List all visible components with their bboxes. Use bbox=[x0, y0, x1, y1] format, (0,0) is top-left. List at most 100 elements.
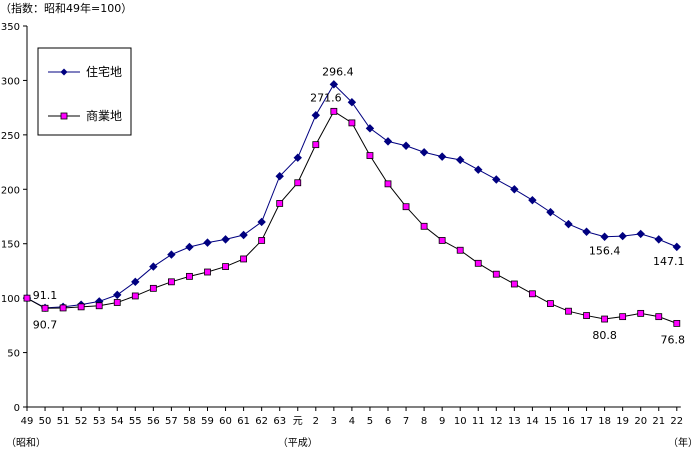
data-point-diamond bbox=[329, 80, 339, 89]
x-tick-label: 13 bbox=[508, 416, 521, 427]
data-point-diamond bbox=[672, 242, 682, 252]
x-tick-label: 6 bbox=[385, 416, 391, 427]
x-tick-label: 元 bbox=[293, 416, 303, 427]
data-point-square bbox=[312, 141, 320, 149]
plot-area bbox=[22, 80, 682, 327]
y-tick-label: 50 bbox=[7, 349, 20, 360]
data-point-square bbox=[95, 302, 103, 310]
x-tick-label: 50 bbox=[39, 416, 52, 427]
data-point-diamond bbox=[383, 137, 393, 146]
data-point-square bbox=[510, 280, 518, 288]
data-point-square bbox=[655, 313, 663, 321]
era-label: （平成） bbox=[278, 437, 318, 449]
y-tick-label: 350 bbox=[1, 22, 20, 33]
data-point-diamond bbox=[618, 231, 627, 241]
data-point-square bbox=[547, 300, 554, 307]
x-tick-label: 22 bbox=[670, 416, 683, 427]
data-point-diamond bbox=[239, 230, 248, 240]
y-tick-label: 200 bbox=[1, 185, 20, 196]
data-point-diamond bbox=[275, 172, 284, 181]
x-tick-label: 9 bbox=[439, 416, 445, 427]
data-label: 90.7 bbox=[33, 318, 58, 331]
data-point-square bbox=[77, 303, 85, 311]
data-point-diamond bbox=[149, 262, 158, 271]
data-point-square bbox=[601, 315, 608, 323]
data-point-diamond bbox=[365, 124, 375, 133]
legend-label: 商業地 bbox=[86, 108, 122, 123]
x-tick-label: 56 bbox=[147, 416, 160, 427]
data-point-square bbox=[384, 180, 392, 188]
x-tick-label: 63 bbox=[273, 416, 286, 427]
x-tick-label: 11 bbox=[472, 416, 485, 427]
era-label: （年） bbox=[668, 436, 698, 449]
data-point-square bbox=[276, 200, 284, 207]
data-point-diamond bbox=[221, 235, 230, 244]
data-point-square bbox=[583, 312, 590, 319]
data-point-square bbox=[348, 119, 356, 127]
data-label: 296.4 bbox=[322, 65, 354, 78]
x-tick-label: 4 bbox=[349, 416, 355, 427]
y-tick-label: 150 bbox=[1, 240, 20, 251]
data-point-square bbox=[438, 237, 446, 244]
y-tick-label: 300 bbox=[1, 76, 20, 87]
data-label: 76.8 bbox=[661, 333, 686, 346]
x-tick-label: 59 bbox=[201, 416, 214, 427]
data-point-diamond bbox=[492, 175, 501, 184]
data-point-square bbox=[167, 278, 175, 286]
data-label: 91.1 bbox=[33, 289, 58, 302]
legend-box bbox=[37, 47, 132, 136]
unit-note: （指数：昭和49年=100） bbox=[0, 1, 132, 15]
data-point-square bbox=[529, 290, 536, 298]
data-point-diamond bbox=[257, 217, 266, 227]
x-tick-label: 3 bbox=[331, 416, 337, 427]
x-tick-label: 8 bbox=[421, 416, 427, 427]
data-point-diamond bbox=[131, 277, 140, 287]
data-point-square bbox=[673, 319, 681, 327]
x-tick-label: 60 bbox=[219, 416, 232, 427]
x-tick-label: 52 bbox=[75, 416, 88, 427]
legend-label: 住宅地 bbox=[86, 64, 122, 79]
data-point-square bbox=[366, 152, 374, 159]
data-point-square bbox=[258, 237, 266, 244]
data-point-diamond bbox=[564, 219, 573, 229]
data-labels: 91.1 90.7 296.4 271.6 156.4 147.1 80.8 76.8 bbox=[33, 65, 685, 346]
x-tick-label: 16 bbox=[562, 416, 575, 427]
data-point-square bbox=[149, 284, 157, 292]
x-tick-label: 17 bbox=[580, 416, 593, 427]
data-point-diamond bbox=[113, 290, 122, 300]
data-point-diamond bbox=[293, 153, 302, 162]
data-point-diamond bbox=[474, 165, 483, 174]
data-point-diamond bbox=[311, 111, 321, 120]
x-tick-label: 10 bbox=[454, 416, 467, 427]
data-label: 147.1 bbox=[653, 255, 685, 268]
x-tick-label: 58 bbox=[183, 416, 196, 427]
x-tick-label: 57 bbox=[165, 416, 178, 427]
data-point-diamond bbox=[185, 242, 194, 252]
data-point-diamond bbox=[528, 195, 537, 205]
data-label: 271.6 bbox=[310, 91, 342, 104]
x-tick-label: 5 bbox=[367, 416, 373, 427]
data-point-diamond bbox=[636, 229, 645, 239]
data-point-square bbox=[330, 107, 338, 115]
data-point-square bbox=[41, 304, 49, 312]
x-tick-label: 19 bbox=[616, 416, 629, 427]
y-tick-label: 250 bbox=[1, 131, 20, 142]
data-point-square bbox=[619, 313, 627, 321]
x-tick-label: 20 bbox=[634, 416, 647, 427]
data-point-square bbox=[59, 304, 67, 312]
data-point-diamond bbox=[654, 235, 663, 244]
data-point-square bbox=[131, 292, 139, 300]
data-point-square bbox=[23, 294, 31, 302]
x-tick-label: 51 bbox=[57, 416, 70, 427]
data-point-square bbox=[420, 222, 428, 230]
x-tick-label: 62 bbox=[255, 416, 268, 427]
data-point-diamond bbox=[347, 97, 357, 107]
data-point-square bbox=[204, 268, 211, 276]
x-tick-label: 14 bbox=[526, 416, 539, 427]
x-tick-label: 53 bbox=[93, 416, 106, 427]
data-point-diamond bbox=[401, 141, 411, 150]
data-label: 156.4 bbox=[589, 245, 621, 258]
x-tick-label: 2 bbox=[313, 416, 319, 427]
